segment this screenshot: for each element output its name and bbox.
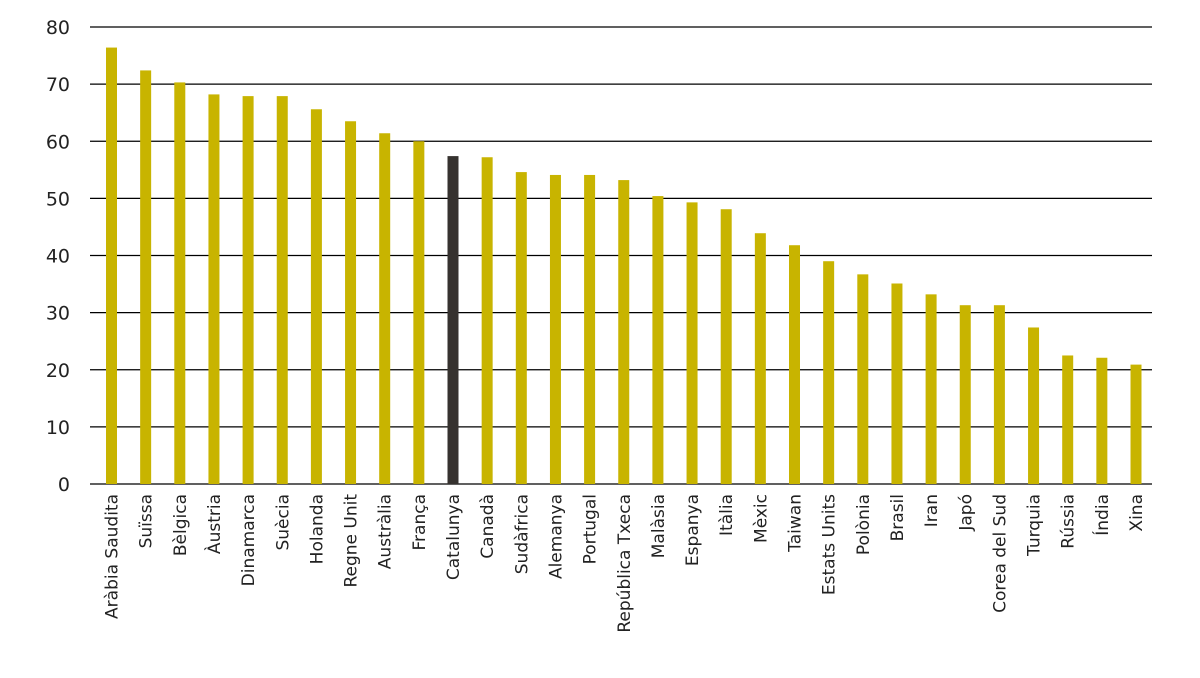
bar-àustria bbox=[208, 94, 220, 484]
bar-holanda bbox=[310, 109, 322, 484]
bar-regne-unit bbox=[345, 121, 357, 484]
bar-aràbia-saudita bbox=[106, 47, 117, 484]
x-tick-label: Malàsia bbox=[649, 494, 669, 558]
x-tick-label: França bbox=[410, 494, 430, 551]
bar-frança bbox=[413, 141, 425, 484]
x-tick-label: Regne Unit bbox=[342, 494, 362, 588]
x-tick-label: Catalunya bbox=[444, 494, 464, 580]
x-tick-label: Polònia bbox=[854, 494, 874, 555]
x-tick-label: Xina bbox=[1127, 494, 1147, 532]
bar-malàsia bbox=[652, 196, 664, 484]
x-tick-label: Estats Units bbox=[820, 494, 840, 595]
x-tick-label: Espanya bbox=[683, 494, 703, 566]
bar-portugal bbox=[584, 174, 596, 485]
bar-bèlgica bbox=[174, 82, 186, 484]
y-tick-label: 70 bbox=[46, 74, 70, 96]
y-tick-label: 80 bbox=[46, 17, 70, 39]
bar-dinamarca bbox=[242, 96, 254, 484]
x-tick-label: Índia bbox=[1091, 494, 1113, 536]
bar-espanya bbox=[686, 202, 698, 484]
x-tick-label: Mèxic bbox=[751, 494, 771, 543]
bar-alemanya bbox=[549, 174, 561, 485]
x-tick-label: Portugal bbox=[581, 494, 601, 564]
x-tick-label: Suïssa bbox=[137, 494, 157, 548]
bar-xina bbox=[1130, 364, 1142, 484]
x-tick-label: Dinamarca bbox=[239, 494, 259, 586]
x-tick-label: Japó bbox=[956, 494, 976, 532]
x-tick-label: Canadà bbox=[478, 494, 498, 559]
x-tick-label: Turquia bbox=[1025, 494, 1045, 557]
x-tick-label: Bèlgica bbox=[171, 494, 191, 556]
x-tick-label: Alemanya bbox=[546, 494, 566, 579]
x-tick-label: Holanda bbox=[307, 494, 327, 564]
x-tick-label: Brasil bbox=[888, 494, 908, 541]
bar-república-txeca bbox=[618, 180, 630, 484]
x-tick-label: Sudàfrica bbox=[512, 494, 532, 574]
x-tick-label: Aràbia Saudita bbox=[103, 494, 123, 619]
x-tick-label: Itàlia bbox=[717, 494, 737, 536]
x-tick-label: Austràlia bbox=[376, 494, 396, 569]
y-tick-label: 60 bbox=[46, 131, 70, 153]
bar-itàlia bbox=[720, 209, 732, 484]
bar-polònia bbox=[857, 274, 869, 484]
bar-rússia bbox=[1062, 355, 1074, 484]
bar-suïssa bbox=[140, 70, 152, 484]
y-tick-label: 10 bbox=[46, 417, 70, 439]
bar-mèxic bbox=[754, 233, 766, 484]
bar-índia bbox=[1096, 357, 1108, 484]
x-tick-label: Corea del Sud bbox=[990, 494, 1010, 613]
y-tick-label: 20 bbox=[46, 360, 70, 382]
bar-japó bbox=[959, 305, 971, 484]
bar-catalunya bbox=[447, 156, 459, 485]
x-tick-label: República Txeca bbox=[615, 494, 635, 633]
y-tick-label: 0 bbox=[58, 474, 70, 496]
x-tick-label: Suècia bbox=[273, 494, 293, 551]
x-tick-label: Iran bbox=[922, 494, 942, 527]
x-tick-label: Taiwan bbox=[786, 494, 806, 553]
y-tick-label: 50 bbox=[46, 188, 70, 210]
bar-estats-units bbox=[823, 261, 835, 484]
bar-iran bbox=[925, 294, 937, 484]
bar-turquia bbox=[1028, 327, 1040, 484]
bar-sudàfrica bbox=[515, 172, 527, 484]
y-tick-label: 40 bbox=[46, 246, 70, 268]
bar-corea-del-sud bbox=[993, 305, 1005, 484]
bar-canadà bbox=[481, 157, 493, 484]
x-tick-label: Àustria bbox=[203, 494, 225, 554]
y-tick-label: 30 bbox=[46, 303, 70, 325]
bar-suècia bbox=[276, 96, 288, 484]
bar-brasil bbox=[891, 283, 903, 484]
x-tick-label: Rússia bbox=[1059, 494, 1079, 549]
bar-austràlia bbox=[379, 133, 391, 484]
bar-taiwan bbox=[789, 245, 800, 484]
